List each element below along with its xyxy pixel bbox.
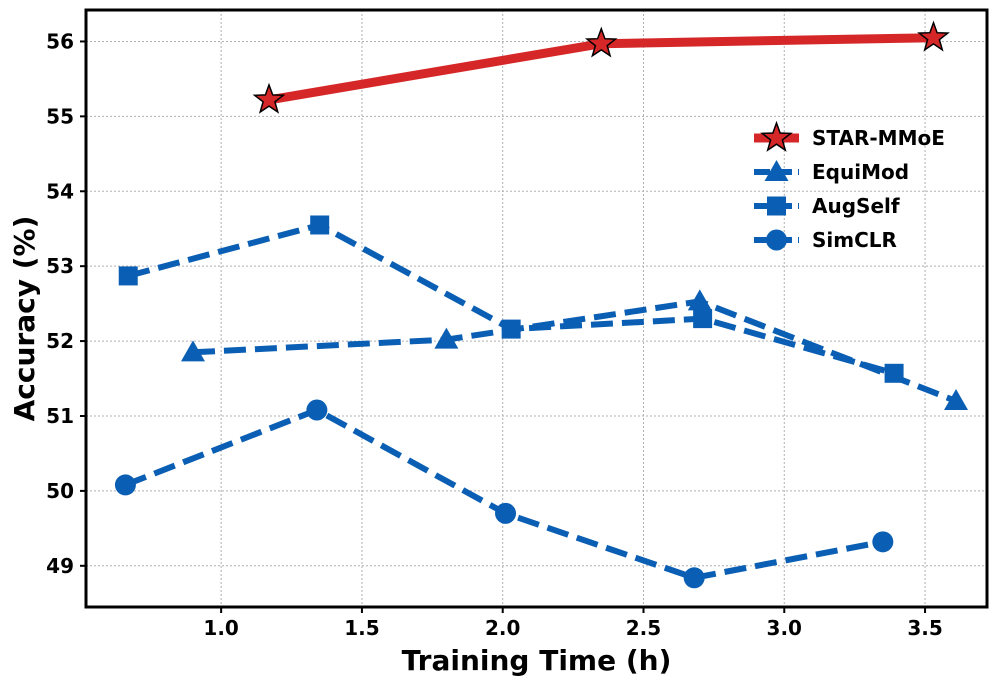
y-axis-label: Accuracy (%) (8, 216, 41, 422)
data-point-simclr (306, 399, 328, 421)
legend-marker-circle (766, 229, 787, 251)
series-line-equimod (192, 298, 958, 404)
x-tick-label: 3.0 (767, 616, 802, 640)
data-point-star-mmoe (252, 82, 286, 114)
data-point-equimod (180, 340, 205, 362)
data-point-augself (310, 215, 330, 235)
legend-entry-simclr: SimCLR (754, 228, 897, 252)
data-point-simclr (114, 474, 136, 496)
plot-frame (84, 8, 989, 609)
y-tick-label: 53 (46, 254, 74, 278)
y-tick-label: 56 (46, 29, 74, 53)
x-tick-label: 1.5 (344, 616, 379, 640)
x-tick-label: 3.5 (907, 616, 942, 640)
legend-marker-triangle (764, 160, 789, 181)
x-axis-label: Training Time (h) (402, 644, 672, 677)
data-point-augself (693, 309, 713, 329)
y-tick-label: 52 (46, 329, 74, 353)
x-tick-label: 2.5 (626, 616, 661, 640)
series-line-simclr (124, 407, 884, 581)
y-tick-label: 55 (46, 104, 74, 128)
series-layer (114, 20, 969, 589)
x-tick-label: 1.0 (203, 616, 238, 640)
series-star-mmoe (252, 20, 950, 114)
data-point-star-mmoe (584, 26, 618, 58)
data-point-simclr (495, 502, 517, 524)
y-tick-label: 49 (46, 554, 74, 578)
data-point-equimod (944, 389, 969, 411)
legend-entry-augself: AugSelf (754, 194, 900, 218)
x-tick-label: 2.0 (485, 616, 520, 640)
legend-label: AugSelf (812, 194, 900, 218)
data-point-equimod (687, 289, 712, 311)
series-equimod (180, 289, 969, 411)
legend-marker-square (767, 196, 786, 216)
data-point-augself (118, 266, 138, 286)
legend-entry-star-mmoe: STAR-MMoE (754, 120, 945, 152)
grid (86, 10, 987, 607)
data-point-equimod (434, 327, 459, 349)
data-point-simclr (683, 567, 705, 589)
legend-label: SimCLR (812, 228, 897, 252)
legend-marker-star (760, 120, 793, 152)
y-tick-label: 54 (46, 179, 74, 203)
legend-entry-equimod: EquiMod (754, 160, 909, 184)
legend-label: STAR-MMoE (812, 126, 945, 150)
y-tick-label: 50 (46, 479, 74, 503)
data-point-simclr (872, 531, 894, 553)
y-tick-label: 51 (46, 404, 74, 428)
ticks: 1.0 1.5 2.0 2.5 3.0 3.5 49 50 51 52 53 54 55 56 (46, 29, 943, 640)
data-point-star-mmoe (917, 20, 950, 52)
legend-label: EquiMod (812, 160, 909, 184)
legend: STAR-MMoE EquiMod AugSelf SimCLR (754, 120, 945, 252)
series-simclr (114, 399, 894, 589)
